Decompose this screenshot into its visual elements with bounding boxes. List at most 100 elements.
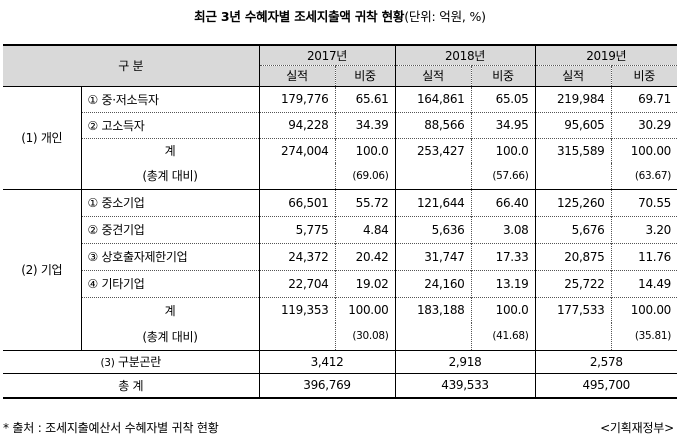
subtotal-actual-2018: 253,427: [394, 137, 471, 163]
grand-total-2018: 439,533: [394, 372, 535, 399]
row-label: ② 중견기업: [80, 215, 259, 243]
subtotal-share-2019: 100.00: [610, 296, 677, 323]
subtotal-share-2018: 100.0: [470, 137, 535, 163]
value-share-2018: 65.05: [470, 85, 535, 112]
value-actual-2019: 125,260: [534, 188, 611, 216]
value-share-2019: 70.55: [610, 188, 677, 216]
row-number: ①: [87, 92, 99, 107]
row-number: ④: [87, 277, 99, 291]
value-actual-2019: 219,984: [534, 85, 611, 112]
unclassified-label: (3) 구분곤란: [3, 349, 259, 373]
value-share-2019: 11.76: [610, 242, 677, 270]
header-actual-2017: 실적: [258, 64, 335, 86]
value-actual-2019: 25,722: [534, 269, 611, 297]
table-row-overall-share: (총계 대비) (30.08) (41.68) (35.81): [3, 323, 677, 350]
header-share-2019: 비중: [610, 64, 677, 86]
row-number: ②: [87, 118, 99, 133]
value-actual-2017: 179,776: [258, 85, 335, 112]
subtotal-actual-2017: 274,004: [258, 137, 335, 163]
row-label: ② 고소득자: [80, 111, 259, 138]
overall-share-2019: (35.81): [610, 323, 677, 350]
subtotal-share-2017: 100.0: [334, 137, 395, 163]
value-share-2017: 55.72: [334, 188, 395, 216]
value-share-2017: 19.02: [334, 269, 395, 297]
row-name: 고소득자: [101, 118, 145, 133]
row-name: 중소기업: [101, 196, 145, 210]
table-title-unit: (단위: 억원, %): [404, 9, 486, 24]
table-row: ③ 상호출자제한기업 24,372 20.42 31,747 17.33 20,…: [3, 242, 677, 270]
table-row: ② 중견기업 5,775 4.84 5,636 3.08 5,676 3.20: [3, 215, 677, 243]
group-label-business: (2) 기업: [3, 188, 81, 350]
row-name: 기타기업: [101, 277, 145, 291]
subtotal-label: 계: [80, 137, 259, 163]
unclassified-2017: 3,412: [258, 349, 395, 373]
header-year-2017: 2017년: [258, 44, 395, 65]
row-label: ③ 상호출자제한기업: [80, 242, 259, 270]
value-share-2018: 17.33: [470, 242, 535, 270]
table-row-subtotal: 계 119,353 100.00 183,188 100.0 177,533 1…: [3, 296, 677, 323]
table-row: (2) 기업 ① 중소기업 66,501 55.72 121,644 66.40…: [3, 188, 677, 350]
value-share-2019: 30.29: [610, 111, 677, 138]
table-row-subtotal: 계 274,004 100.0 253,427 100.0 315,589 10…: [3, 137, 677, 163]
row-name: 상호출자제한기업: [101, 250, 188, 264]
table-row-grand-total: 총 계 396,769 439,533 495,700: [3, 372, 677, 399]
table-row: (1) 개인 ① 중·저소득자 179,776 65.61 164,861 65…: [3, 85, 677, 189]
value-share-2017: 20.42: [334, 242, 395, 270]
header-category: 구 분: [3, 44, 259, 86]
overall-share-label: (총계 대비): [80, 163, 259, 189]
source-note: * 출처 : 조세지출예산서 수혜자별 귀착 현황: [3, 421, 219, 435]
value-share-2017: 4.84: [334, 215, 395, 243]
value-actual-2018: 5,636: [394, 215, 471, 243]
row-label: ① 중·저소득자: [80, 85, 259, 112]
value-actual-2019: 5,676: [534, 215, 611, 243]
value-actual-2018: 24,160: [394, 269, 471, 297]
table-row: ④ 기타기업 22,704 19.02 24,160 13.19 25,722 …: [3, 269, 677, 297]
value-share-2018: 13.19: [470, 269, 535, 297]
table-row-overall-share: (총계 대비) (69.06) (57.66) (63.67): [3, 163, 677, 189]
value-share-2017: 65.61: [334, 85, 395, 112]
unclassified-2018: 2,918: [394, 349, 535, 373]
subtotal-actual-2019: 177,533: [534, 296, 611, 323]
row-label: ④ 기타기업: [80, 269, 259, 297]
table-row: ② 고소득자 94,228 34.39 88,566 34.95 95,605 …: [3, 111, 677, 138]
row-name: 중·저소득자: [101, 92, 159, 107]
header-actual-2019: 실적: [534, 64, 611, 86]
subtotal-share-2018: 100.0: [470, 296, 535, 323]
subtotal-actual-2017: 119,353: [258, 296, 335, 323]
grand-total-2017: 396,769: [258, 372, 395, 399]
value-actual-2017: 94,228: [258, 111, 335, 138]
overall-share-2018: (57.66): [470, 163, 535, 189]
value-share-2019: 14.49: [610, 269, 677, 297]
value-actual-2018: 164,861: [394, 85, 471, 112]
value-actual-2017: 24,372: [258, 242, 335, 270]
row-name: 중견기업: [101, 223, 145, 237]
overall-share-2019: (63.67): [610, 163, 677, 189]
subtotal-actual-2018: 183,188: [394, 296, 471, 323]
table-title: 최근 3년 수혜자별 조세지출액 귀착 현황(단위: 억원, %): [0, 6, 680, 25]
overall-share-label: (총계 대비): [80, 323, 259, 350]
value-share-2018: 66.40: [470, 188, 535, 216]
value-actual-2017: 5,775: [258, 215, 335, 243]
overall-share-2018: (41.68): [470, 323, 535, 350]
source-agency: <기획재정부>: [600, 421, 674, 435]
value-actual-2018: 88,566: [394, 111, 471, 138]
header-share-2017: 비중: [334, 64, 395, 86]
overall-share-2017: (69.06): [334, 163, 395, 189]
value-actual-2017: 22,704: [258, 269, 335, 297]
value-actual-2019: 95,605: [534, 111, 611, 138]
value-actual-2018: 31,747: [394, 242, 471, 270]
row-number: ③: [87, 250, 99, 264]
unclassified-2019: 2,578: [534, 349, 677, 373]
row-label: ① 중소기업: [80, 188, 259, 216]
table-row-unclassified: (3) 구분곤란 3,412 2,918 2,578: [3, 349, 677, 373]
grand-total-2019: 495,700: [534, 372, 677, 399]
value-actual-2018: 121,644: [394, 188, 471, 216]
value-share-2017: 34.39: [334, 111, 395, 138]
subtotal-label: 계: [80, 296, 259, 323]
grand-total-label: 총 계: [3, 372, 259, 399]
header-year-2019: 2019년: [534, 44, 677, 65]
value-share-2018: 3.08: [470, 215, 535, 243]
value-share-2018: 34.95: [470, 111, 535, 138]
value-share-2019: 69.71: [610, 85, 677, 112]
subtotal-share-2019: 100.00: [610, 137, 677, 163]
